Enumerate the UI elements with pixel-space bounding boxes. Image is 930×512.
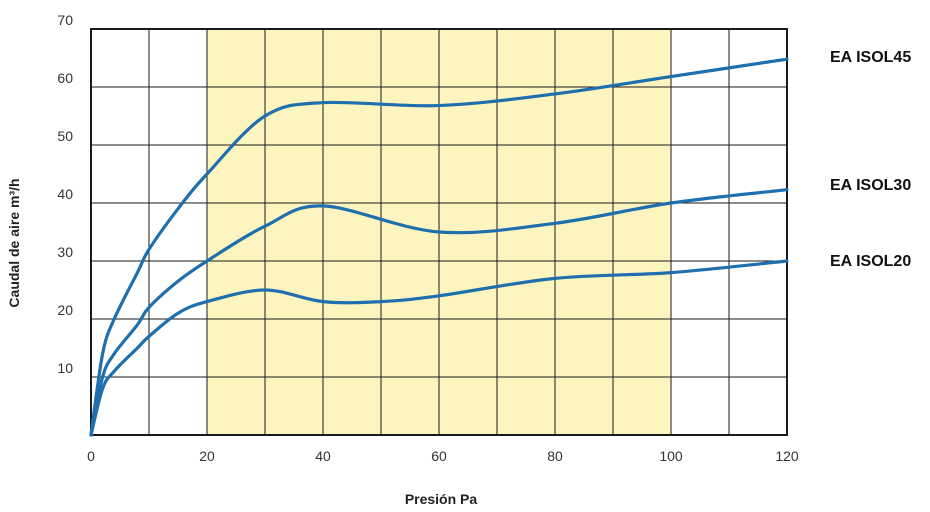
x-tick-label: 20 xyxy=(199,448,215,464)
series-line xyxy=(89,259,789,437)
y-tick-label: 60 xyxy=(57,70,73,86)
series-labels: EA ISOL45 EA ISOL30 EA ISOL20 xyxy=(830,49,911,270)
x-tick-label: 100 xyxy=(659,448,683,464)
series-label: EA ISOL30 xyxy=(830,177,911,194)
y-tick-label: 20 xyxy=(57,302,73,318)
x-tick-label: 60 xyxy=(431,448,447,464)
y-tick-label: 50 xyxy=(57,128,73,144)
y-tick-label: 70 xyxy=(57,12,73,28)
plot-frame xyxy=(90,28,788,436)
gridlines xyxy=(91,29,787,435)
x-tick-label: 0 xyxy=(87,448,95,464)
y-tick-labels: 10 20 30 40 50 60 70 xyxy=(57,12,73,376)
y-tick-label: 30 xyxy=(57,244,73,260)
series-line xyxy=(89,57,789,437)
x-tick-labels: 0 20 40 60 80 100 120 xyxy=(87,448,799,464)
x-tick-label: 80 xyxy=(547,448,563,464)
x-tick-label: 120 xyxy=(775,448,799,464)
y-axis-title: Caudal de aire m³/h xyxy=(6,178,22,307)
x-tick-label: 40 xyxy=(315,448,331,464)
series-lines xyxy=(89,57,789,437)
y-tick-label: 10 xyxy=(57,360,73,376)
series-label: EA ISOL20 xyxy=(830,253,911,270)
y-tick-label: 40 xyxy=(57,186,73,202)
plot-frame-layer xyxy=(90,28,788,436)
series-label: EA ISOL45 xyxy=(830,49,911,66)
series-line xyxy=(89,188,789,437)
x-axis-title: Presión Pa xyxy=(405,491,478,507)
